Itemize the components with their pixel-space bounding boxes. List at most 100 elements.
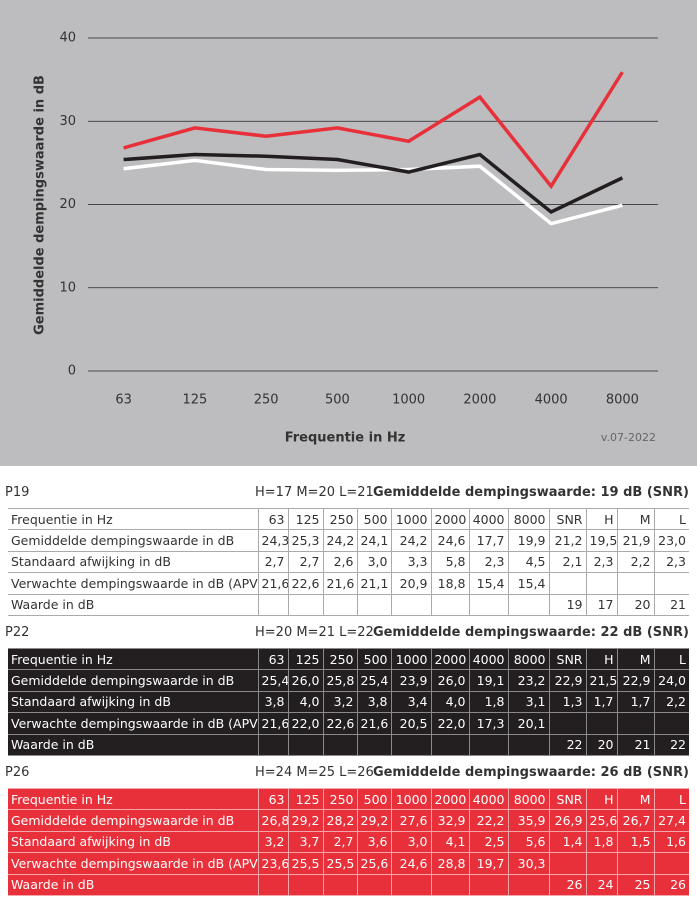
table-cell: 2,5 [468, 830, 509, 854]
y-tick-label: 30 [59, 114, 76, 129]
table-cell: L [653, 787, 689, 811]
table-cell: 19,9 [507, 529, 550, 552]
table-cell: 35,9 [507, 809, 550, 832]
version-note: v.07-2022 [601, 431, 656, 444]
table-cell: 23,2 [507, 669, 550, 692]
row-label: Gemiddelde dempingswaarde in dB [8, 529, 259, 552]
table-cell: 24,2 [322, 529, 358, 552]
table-cell: 24,3 [257, 529, 289, 552]
table-cell: 2,3 [653, 550, 689, 574]
table-cell: 22,0 [287, 712, 324, 735]
table-cell: 24,6 [390, 852, 432, 875]
table-cell: 20,1 [507, 712, 550, 735]
table-cell [548, 712, 587, 735]
table-cell [287, 873, 324, 896]
table-cell [287, 593, 324, 616]
table-row: Verwachte dempingswaarde in dB (APV) 23,6… [8, 852, 689, 875]
table-cell: 26 [548, 873, 587, 896]
table-cell: 500 [356, 787, 392, 811]
row-label: Waarde in dB [8, 593, 259, 616]
table-cell: 2,7 [322, 830, 358, 854]
table-cell [322, 593, 358, 616]
table-cell: 21,2 [548, 529, 587, 552]
table-cell: M [616, 507, 655, 531]
table-cell [507, 733, 550, 756]
table-cell: 1,6 [653, 830, 689, 854]
chart: Gemiddelde dempingswaarde in dB Frequent… [0, 0, 697, 466]
table-cell [287, 733, 324, 756]
table-cell: 24 [585, 873, 618, 896]
table-heading: P22 H=20 M=21 L=22 Gemiddelde dempingswaar… [5, 623, 689, 648]
table-cell: 17 [585, 593, 618, 616]
table-cell: 19,5 [585, 529, 618, 552]
table-cell: 21,6 [322, 572, 358, 595]
row-label: Gemiddelde dempingswaarde in dB [8, 669, 259, 692]
table-cell: 21 [653, 593, 689, 616]
table-cell: 26,9 [548, 809, 587, 832]
table-cell [356, 593, 392, 616]
table-cell: 25,3 [287, 529, 324, 552]
table-cell: 29,2 [287, 809, 324, 832]
table-row: Gemiddelde dempingswaarde in dB 24,3 25,3 2… [8, 529, 689, 552]
table-cell: 22,6 [322, 712, 358, 735]
table-cell [322, 733, 358, 756]
table-cell: 24,2 [390, 529, 432, 552]
table-cell: 24,6 [430, 529, 470, 552]
x-tick-label: 2000 [463, 393, 496, 408]
table-cell: 19,7 [468, 852, 509, 875]
table-cell: 1,3 [548, 690, 587, 714]
table-cell: SNR [548, 507, 587, 531]
table-cell [585, 852, 618, 875]
x-tick-label: 250 [254, 393, 279, 408]
table-cell: 2,7 [257, 550, 289, 574]
table-cell: 24,0 [653, 669, 689, 692]
table-cell: 1,7 [585, 690, 618, 714]
table-cell: 21,6 [257, 712, 289, 735]
table-cell [257, 733, 289, 756]
table-cell [257, 873, 289, 896]
table-cell [390, 873, 432, 896]
table-cell [616, 712, 655, 735]
row-label: Standaard afwijking in dB [8, 550, 259, 574]
table-cell: M [616, 647, 655, 671]
table-cell [507, 593, 550, 616]
table-cell: 1,8 [585, 830, 618, 854]
table-cell [653, 712, 689, 735]
table-cell: 17,3 [468, 712, 509, 735]
table-row: Standaard afwijking in dB 3,2 3,7 2,7 3,6 3,0… [8, 830, 689, 854]
table-cell: 22,0 [430, 712, 470, 735]
table-cell: 3,8 [257, 690, 289, 714]
y-tick-label: 20 [59, 197, 76, 212]
table-cell: 1,4 [548, 830, 587, 854]
table-cell: 19,1 [468, 669, 509, 692]
table-cell [430, 873, 470, 896]
table-title: P22 [5, 625, 30, 640]
table-cell: 125 [287, 647, 324, 671]
table-cell [257, 593, 289, 616]
table-cell: 15,4 [468, 572, 509, 595]
table-cell: 32,9 [430, 809, 470, 832]
row-label: Frequentie in Hz [8, 647, 259, 671]
table-cell: 500 [356, 507, 392, 531]
table-cell [653, 572, 689, 595]
table-cell: 26,8 [257, 809, 289, 832]
table-cell: 2,6 [322, 550, 358, 574]
table-cell: 250 [322, 787, 358, 811]
table-cell: 1,5 [616, 830, 655, 854]
table-cell [356, 733, 392, 756]
x-tick-label: 125 [182, 393, 207, 408]
table-cell: 25,4 [257, 669, 289, 692]
table-cell: 18,8 [430, 572, 470, 595]
row-label: Verwachte dempingswaarde in dB (APV) [8, 572, 259, 595]
table-summary: Gemiddelde dempingswaarde: 19 dB (SNR) [372, 485, 689, 500]
table-row: Standaard afwijking in dB 2,7 2,7 2,6 3,0 3,3… [8, 550, 689, 574]
table-row: Gemiddelde dempingswaarde in dB 26,8 29,2 2… [8, 809, 689, 832]
table-cell: 22 [548, 733, 587, 756]
table-cell: 3,8 [356, 690, 392, 714]
table-cell [616, 572, 655, 595]
table-cell: 21 [616, 733, 655, 756]
table-cell: 2,1 [548, 550, 587, 574]
table-cell: 125 [287, 507, 324, 531]
table-cell: 28,8 [430, 852, 470, 875]
